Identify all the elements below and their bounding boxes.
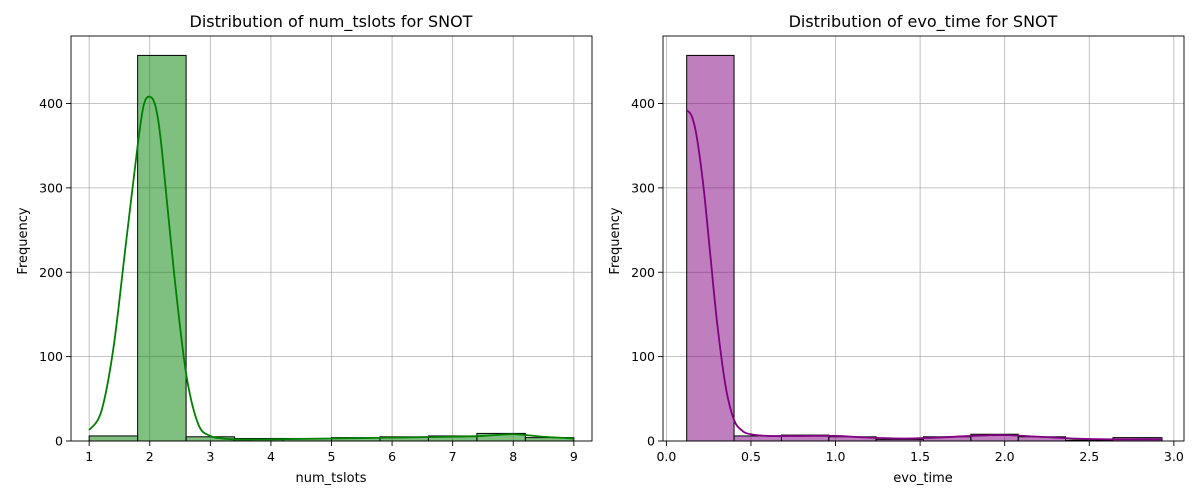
x-tick-label: 5 <box>328 449 336 464</box>
chart-title: Distribution of evo_time for SNOT <box>789 12 1058 32</box>
x-tick-label: 1.0 <box>826 449 846 464</box>
x-tick-label: 0.5 <box>741 449 761 464</box>
y-tick-label: 400 <box>39 96 63 111</box>
x-tick-label: 9 <box>570 449 578 464</box>
chart-num-tslots: Distribution of num_tslots for SNOT 1 2 3 4… <box>16 12 593 486</box>
y-tick-label: 200 <box>39 265 63 280</box>
x-tick-label: 6 <box>388 449 396 464</box>
x-tick-label: 1.5 <box>910 449 930 464</box>
y-axis-label: Frequency <box>608 207 623 274</box>
y-tick-label: 100 <box>39 349 63 364</box>
histogram-bar <box>137 54 187 442</box>
x-tick-label: 2.0 <box>995 449 1015 464</box>
x-tick-label: 7 <box>449 449 457 464</box>
y-tick-label: 0 <box>647 434 655 449</box>
x-axis-ticks: 1 2 3 4 5 6 7 8 9 <box>85 441 578 464</box>
x-tick-label: 2.5 <box>1079 449 1099 464</box>
y-tick-label: 400 <box>631 96 655 111</box>
x-axis-label: num_tslots <box>296 471 367 486</box>
chart-title: Distribution of num_tslots for SNOT <box>190 12 473 32</box>
plot-frame <box>662 35 1185 442</box>
y-tick-label: 100 <box>631 349 655 364</box>
y-axis-ticks: 0 100 200 300 400 <box>39 96 71 449</box>
histogram-bar <box>88 435 139 442</box>
y-tick-label: 0 <box>55 434 63 449</box>
y-tick-label: 300 <box>39 180 63 195</box>
y-axis-label: Frequency <box>16 207 31 274</box>
y-tick-label: 200 <box>631 265 655 280</box>
x-tick-label: 4 <box>267 449 275 464</box>
chart-evo-time: Distribution of evo_time for SNOT 0.0 0.5… <box>608 12 1185 486</box>
x-tick-label: 3.0 <box>1164 449 1184 464</box>
x-tick-label: 8 <box>509 449 517 464</box>
x-axis-label: evo_time <box>893 471 953 486</box>
kde-curve <box>686 109 1163 441</box>
x-tick-label: 0.0 <box>656 449 676 464</box>
x-tick-label: 2 <box>146 449 154 464</box>
x-tick-label: 1 <box>85 449 93 464</box>
x-tick-label: 3 <box>206 449 214 464</box>
y-axis-ticks: 0 100 200 300 400 <box>631 96 663 449</box>
x-axis-ticks: 0.0 0.5 1.0 1.5 2.0 2.5 3.0 <box>656 441 1184 464</box>
y-tick-label: 300 <box>631 180 655 195</box>
kde-curve <box>88 95 574 441</box>
